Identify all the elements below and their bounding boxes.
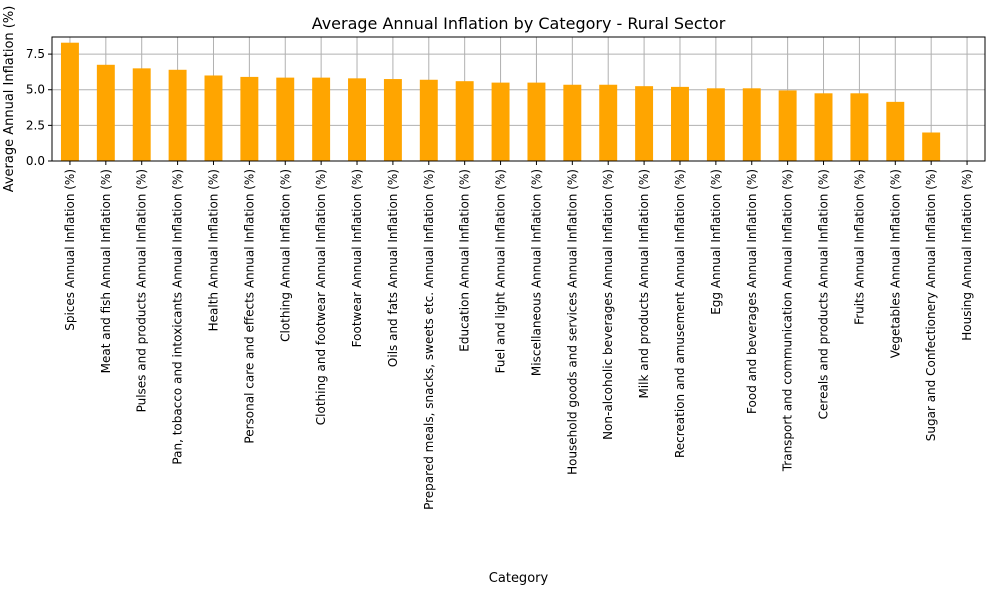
x-tick-label: Fruits Annual Inflation (%) [852, 169, 866, 325]
x-tick-label: Milk and products Annual Inflation (%) [637, 169, 651, 399]
x-tick-label: Oils and fats Annual Inflation (%) [386, 169, 400, 367]
x-tick-label: Non-alcoholic beverages Annual Inflation… [601, 169, 615, 440]
y-tick-label: 0.0 [26, 154, 45, 168]
x-ticks: Spices Annual Inflation (%) Meat and fish… [63, 161, 974, 510]
bar [60, 42, 79, 161]
bar [742, 88, 761, 161]
x-tick-label: Fuel and light Annual Inflation (%) [494, 169, 508, 373]
x-tick-label: Pan, tobacco and intoxicants Annual Infl… [171, 169, 185, 465]
y-tick-label: 2.5 [26, 118, 45, 132]
bars [60, 42, 941, 161]
bar [168, 69, 187, 161]
x-tick-label: Clothing and footwear Annual Inflation (… [314, 169, 328, 425]
bar [635, 86, 654, 161]
bar [348, 78, 366, 161]
x-tick-label: Transport and communication Annual Infla… [781, 169, 795, 472]
bar [850, 93, 869, 161]
x-tick-label: Egg Annual Inflation (%) [709, 169, 723, 315]
x-tick-label: Food and beverages Annual Inflation (%) [745, 169, 759, 414]
bar [312, 77, 331, 161]
y-tick-label: 7.5 [26, 47, 45, 61]
bar [922, 132, 941, 161]
x-tick-label: Pulses and products Annual Inflation (%) [135, 169, 149, 412]
x-tick-label: Household goods and services Annual Infl… [565, 169, 579, 475]
bar [706, 88, 725, 161]
bar [455, 81, 474, 161]
bar [671, 86, 689, 161]
x-tick-label: Miscellaneous Annual Inflation (%) [529, 169, 543, 376]
x-tick-label: Sugar and Confectionery Annual Inflation… [924, 169, 938, 441]
bar [527, 82, 546, 161]
x-tick-label: Cereals and products Annual Inflation (%… [817, 169, 831, 419]
bar [419, 79, 438, 161]
bar [240, 76, 259, 161]
x-tick-label: Vegetables Annual Inflation (%) [888, 169, 902, 358]
x-tick-label: Clothing Annual Inflation (%) [278, 169, 292, 342]
x-tick-label: Footwear Annual Inflation (%) [350, 169, 364, 347]
bar [204, 75, 223, 161]
plot-frame [51, 36, 986, 162]
bar [276, 77, 295, 161]
bar [599, 84, 618, 161]
x-tick-label: Recreation and amusement Annual Inflatio… [673, 169, 687, 458]
bar [563, 84, 582, 161]
y-axis-label: Average Annual Inflation (%) [2, 6, 17, 193]
bar [778, 90, 797, 161]
y-ticks: 0.0 2.5 5.0 7.5 [26, 47, 52, 168]
x-tick-label: Housing Annual Inflation (%) [960, 169, 974, 341]
bar [96, 64, 115, 161]
bar [814, 93, 833, 161]
x-tick-label: Personal care and effects Annual Inflati… [242, 169, 256, 444]
x-tick-label: Education Annual Inflation (%) [458, 169, 472, 352]
bar [491, 82, 510, 161]
x-axis-label: Category [489, 571, 549, 586]
bar [886, 101, 905, 161]
bar [132, 68, 151, 161]
y-tick-label: 5.0 [26, 83, 45, 97]
x-tick-label: Health Annual Inflation (%) [206, 169, 220, 331]
x-tick-label: Prepared meals, snacks, sweets etc. Annu… [422, 169, 436, 510]
chart-title: Average Annual Inflation by Category - R… [312, 14, 726, 33]
x-tick-label: Meat and fish Annual Inflation (%) [99, 169, 113, 373]
x-tick-label: Spices Annual Inflation (%) [63, 169, 77, 331]
bar [383, 79, 402, 161]
grid-lines [52, 37, 985, 162]
